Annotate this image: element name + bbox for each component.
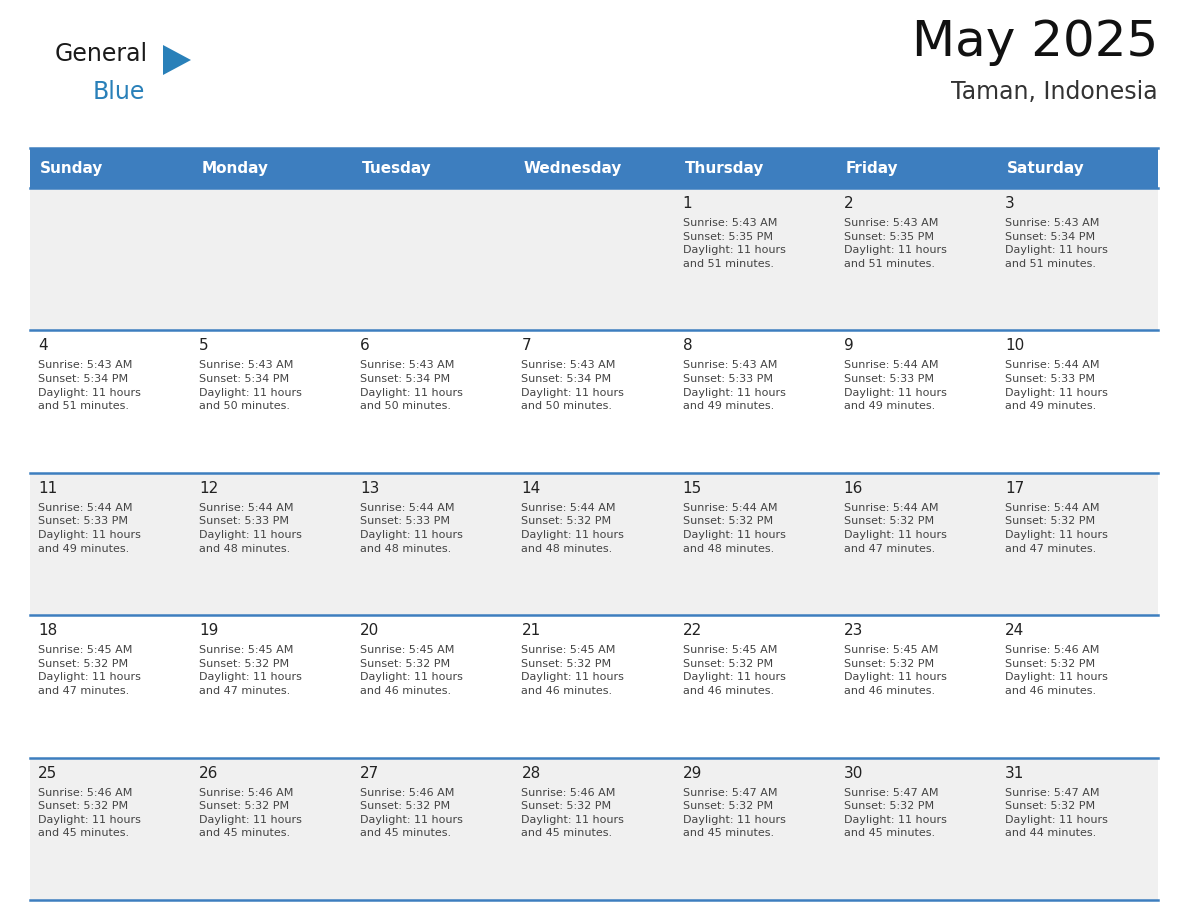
Text: 1: 1 (683, 196, 693, 211)
Text: Wednesday: Wednesday (524, 161, 621, 175)
Text: Sunrise: 5:45 AM
Sunset: 5:32 PM
Daylight: 11 hours
and 46 minutes.: Sunrise: 5:45 AM Sunset: 5:32 PM Dayligh… (522, 645, 625, 696)
Text: 28: 28 (522, 766, 541, 780)
Text: 23: 23 (843, 623, 864, 638)
Text: 2: 2 (843, 196, 853, 211)
Text: 16: 16 (843, 481, 864, 496)
Text: Sunrise: 5:46 AM
Sunset: 5:32 PM
Daylight: 11 hours
and 45 minutes.: Sunrise: 5:46 AM Sunset: 5:32 PM Dayligh… (522, 788, 625, 838)
Text: Sunrise: 5:47 AM
Sunset: 5:32 PM
Daylight: 11 hours
and 45 minutes.: Sunrise: 5:47 AM Sunset: 5:32 PM Dayligh… (843, 788, 947, 838)
Text: 22: 22 (683, 623, 702, 638)
Text: 31: 31 (1005, 766, 1024, 780)
Text: Sunrise: 5:44 AM
Sunset: 5:33 PM
Daylight: 11 hours
and 49 minutes.: Sunrise: 5:44 AM Sunset: 5:33 PM Dayligh… (38, 503, 141, 554)
Text: Sunrise: 5:43 AM
Sunset: 5:35 PM
Daylight: 11 hours
and 51 minutes.: Sunrise: 5:43 AM Sunset: 5:35 PM Dayligh… (683, 218, 785, 269)
Text: Sunrise: 5:44 AM
Sunset: 5:32 PM
Daylight: 11 hours
and 48 minutes.: Sunrise: 5:44 AM Sunset: 5:32 PM Dayligh… (683, 503, 785, 554)
Text: Sunrise: 5:45 AM
Sunset: 5:32 PM
Daylight: 11 hours
and 46 minutes.: Sunrise: 5:45 AM Sunset: 5:32 PM Dayligh… (683, 645, 785, 696)
Text: Taman, Indonesia: Taman, Indonesia (952, 80, 1158, 104)
Text: 4: 4 (38, 339, 48, 353)
Text: 21: 21 (522, 623, 541, 638)
Text: General: General (55, 42, 148, 66)
Text: Sunrise: 5:43 AM
Sunset: 5:34 PM
Daylight: 11 hours
and 51 minutes.: Sunrise: 5:43 AM Sunset: 5:34 PM Dayligh… (1005, 218, 1107, 269)
Text: Sunrise: 5:44 AM
Sunset: 5:32 PM
Daylight: 11 hours
and 47 minutes.: Sunrise: 5:44 AM Sunset: 5:32 PM Dayligh… (1005, 503, 1107, 554)
Bar (30, 757, 1158, 900)
Text: 7: 7 (522, 339, 531, 353)
Bar (30, 188, 1158, 330)
Text: Tuesday: Tuesday (362, 161, 432, 175)
Text: Saturday: Saturday (1007, 161, 1085, 175)
Text: Monday: Monday (201, 161, 268, 175)
Text: Sunrise: 5:45 AM
Sunset: 5:32 PM
Daylight: 11 hours
and 46 minutes.: Sunrise: 5:45 AM Sunset: 5:32 PM Dayligh… (360, 645, 463, 696)
Bar (30, 148, 1158, 188)
Text: Sunrise: 5:46 AM
Sunset: 5:32 PM
Daylight: 11 hours
and 45 minutes.: Sunrise: 5:46 AM Sunset: 5:32 PM Dayligh… (360, 788, 463, 838)
Text: Sunrise: 5:44 AM
Sunset: 5:33 PM
Daylight: 11 hours
and 49 minutes.: Sunrise: 5:44 AM Sunset: 5:33 PM Dayligh… (843, 361, 947, 411)
Text: 8: 8 (683, 339, 693, 353)
Text: 18: 18 (38, 623, 57, 638)
Text: 26: 26 (200, 766, 219, 780)
Text: 6: 6 (360, 339, 369, 353)
Text: Sunrise: 5:44 AM
Sunset: 5:32 PM
Daylight: 11 hours
and 47 minutes.: Sunrise: 5:44 AM Sunset: 5:32 PM Dayligh… (843, 503, 947, 554)
Text: Sunrise: 5:47 AM
Sunset: 5:32 PM
Daylight: 11 hours
and 44 minutes.: Sunrise: 5:47 AM Sunset: 5:32 PM Dayligh… (1005, 788, 1107, 838)
Text: Sunrise: 5:46 AM
Sunset: 5:32 PM
Daylight: 11 hours
and 45 minutes.: Sunrise: 5:46 AM Sunset: 5:32 PM Dayligh… (200, 788, 302, 838)
Polygon shape (163, 45, 191, 75)
Text: Sunrise: 5:43 AM
Sunset: 5:34 PM
Daylight: 11 hours
and 50 minutes.: Sunrise: 5:43 AM Sunset: 5:34 PM Dayligh… (360, 361, 463, 411)
Bar (30, 473, 1158, 615)
Text: 12: 12 (200, 481, 219, 496)
Text: 11: 11 (38, 481, 57, 496)
Text: 29: 29 (683, 766, 702, 780)
Text: 9: 9 (843, 339, 853, 353)
Text: 20: 20 (360, 623, 379, 638)
Text: Sunrise: 5:47 AM
Sunset: 5:32 PM
Daylight: 11 hours
and 45 minutes.: Sunrise: 5:47 AM Sunset: 5:32 PM Dayligh… (683, 788, 785, 838)
Text: Sunrise: 5:43 AM
Sunset: 5:35 PM
Daylight: 11 hours
and 51 minutes.: Sunrise: 5:43 AM Sunset: 5:35 PM Dayligh… (843, 218, 947, 269)
Text: 24: 24 (1005, 623, 1024, 638)
Bar (30, 615, 1158, 757)
Text: Thursday: Thursday (684, 161, 764, 175)
Text: Blue: Blue (93, 80, 145, 104)
Text: Sunrise: 5:46 AM
Sunset: 5:32 PM
Daylight: 11 hours
and 46 minutes.: Sunrise: 5:46 AM Sunset: 5:32 PM Dayligh… (1005, 645, 1107, 696)
Text: 27: 27 (360, 766, 379, 780)
Text: Sunrise: 5:45 AM
Sunset: 5:32 PM
Daylight: 11 hours
and 47 minutes.: Sunrise: 5:45 AM Sunset: 5:32 PM Dayligh… (38, 645, 141, 696)
Text: Sunrise: 5:45 AM
Sunset: 5:32 PM
Daylight: 11 hours
and 46 minutes.: Sunrise: 5:45 AM Sunset: 5:32 PM Dayligh… (843, 645, 947, 696)
Text: Sunrise: 5:46 AM
Sunset: 5:32 PM
Daylight: 11 hours
and 45 minutes.: Sunrise: 5:46 AM Sunset: 5:32 PM Dayligh… (38, 788, 141, 838)
Text: 3: 3 (1005, 196, 1015, 211)
Text: Sunrise: 5:44 AM
Sunset: 5:32 PM
Daylight: 11 hours
and 48 minutes.: Sunrise: 5:44 AM Sunset: 5:32 PM Dayligh… (522, 503, 625, 554)
Text: 19: 19 (200, 623, 219, 638)
Text: 15: 15 (683, 481, 702, 496)
Text: Sunrise: 5:43 AM
Sunset: 5:33 PM
Daylight: 11 hours
and 49 minutes.: Sunrise: 5:43 AM Sunset: 5:33 PM Dayligh… (683, 361, 785, 411)
Text: May 2025: May 2025 (911, 18, 1158, 66)
Text: Sunrise: 5:43 AM
Sunset: 5:34 PM
Daylight: 11 hours
and 50 minutes.: Sunrise: 5:43 AM Sunset: 5:34 PM Dayligh… (200, 361, 302, 411)
Text: Sunrise: 5:44 AM
Sunset: 5:33 PM
Daylight: 11 hours
and 48 minutes.: Sunrise: 5:44 AM Sunset: 5:33 PM Dayligh… (360, 503, 463, 554)
Text: 10: 10 (1005, 339, 1024, 353)
Text: 13: 13 (360, 481, 380, 496)
Text: Sunrise: 5:43 AM
Sunset: 5:34 PM
Daylight: 11 hours
and 50 minutes.: Sunrise: 5:43 AM Sunset: 5:34 PM Dayligh… (522, 361, 625, 411)
Bar (30, 330, 1158, 473)
Text: Sunrise: 5:45 AM
Sunset: 5:32 PM
Daylight: 11 hours
and 47 minutes.: Sunrise: 5:45 AM Sunset: 5:32 PM Dayligh… (200, 645, 302, 696)
Text: Sunday: Sunday (40, 161, 103, 175)
Text: 25: 25 (38, 766, 57, 780)
Text: 30: 30 (843, 766, 864, 780)
Text: Sunrise: 5:43 AM
Sunset: 5:34 PM
Daylight: 11 hours
and 51 minutes.: Sunrise: 5:43 AM Sunset: 5:34 PM Dayligh… (38, 361, 141, 411)
Text: 14: 14 (522, 481, 541, 496)
Text: Sunrise: 5:44 AM
Sunset: 5:33 PM
Daylight: 11 hours
and 49 minutes.: Sunrise: 5:44 AM Sunset: 5:33 PM Dayligh… (1005, 361, 1107, 411)
Text: 17: 17 (1005, 481, 1024, 496)
Text: Sunrise: 5:44 AM
Sunset: 5:33 PM
Daylight: 11 hours
and 48 minutes.: Sunrise: 5:44 AM Sunset: 5:33 PM Dayligh… (200, 503, 302, 554)
Text: Friday: Friday (846, 161, 898, 175)
Text: 5: 5 (200, 339, 209, 353)
